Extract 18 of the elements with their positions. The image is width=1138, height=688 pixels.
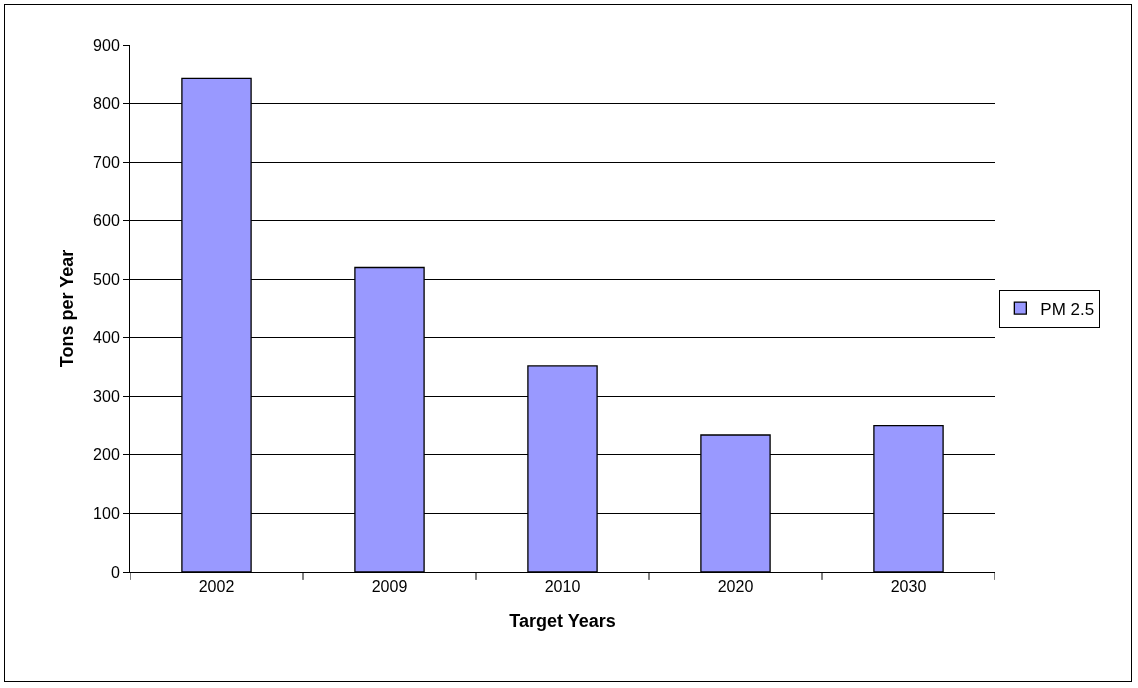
- y-tick-label: 600: [93, 212, 120, 230]
- y-tick-label: 900: [93, 36, 120, 54]
- y-tick-label: 500: [93, 270, 120, 288]
- y-tick-label: 300: [93, 387, 120, 405]
- x-tick-label: 2030: [890, 578, 927, 596]
- y-tick-label: 800: [93, 95, 120, 113]
- x-tick-label: 2020: [717, 578, 754, 596]
- y-tick-label: 400: [93, 329, 120, 347]
- x-axis-title: Target Years: [509, 611, 616, 632]
- y-tick-label: 0: [110, 563, 120, 581]
- y-tick-label: 100: [93, 505, 120, 523]
- x-tick-label: 2002: [198, 578, 235, 596]
- x-tick-label: 2009: [371, 578, 408, 596]
- y-tick-label: 700: [93, 153, 120, 171]
- y-axis-title: Tons per Year: [57, 249, 78, 368]
- x-tick-label: 2010: [544, 578, 581, 596]
- legend-label: PM 2.5: [1040, 299, 1095, 319]
- y-tick-label: 200: [93, 446, 120, 464]
